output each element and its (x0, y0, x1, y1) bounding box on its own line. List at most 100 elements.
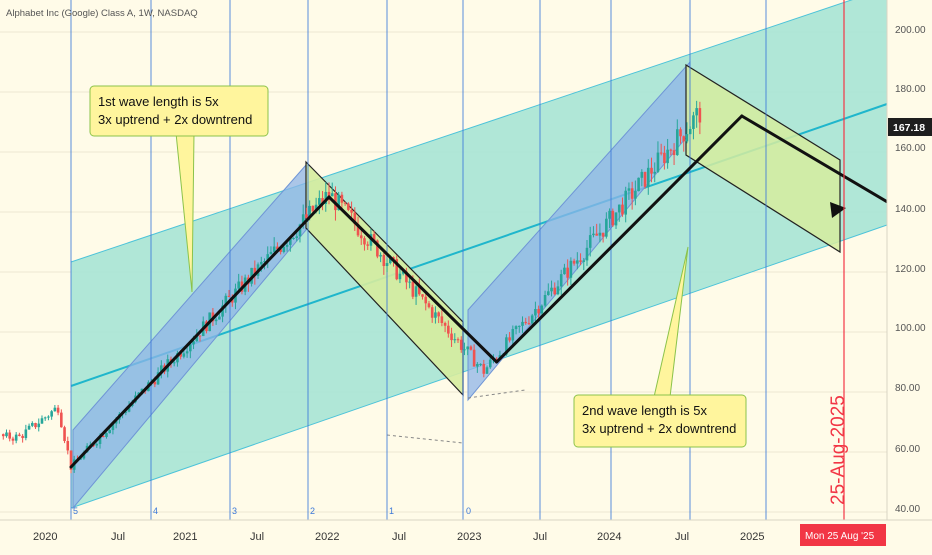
candle-body (511, 329, 515, 341)
dashed-guide-2 (386, 434, 464, 444)
candle-body (8, 432, 12, 439)
candle-body (472, 349, 476, 367)
candle-body (656, 152, 660, 172)
candle-body (269, 251, 273, 255)
candle-body (411, 281, 415, 297)
symbol-title: Alphabet Inc (Google) Class A, 1W, NASDA… (6, 8, 198, 19)
candle-body (688, 128, 692, 135)
candle-body (56, 407, 60, 413)
wave1-up-channel (72, 163, 307, 510)
candle-body (279, 249, 282, 252)
wave1-callout-line1: 1st wave length is 5x (98, 94, 219, 109)
candle-body (595, 233, 598, 236)
time-axis-ticks: 2020 Jul 2021 Jul 2022 Jul 2023 Jul 2024… (33, 531, 764, 543)
candle-body (588, 235, 592, 248)
wave-line-1 (69, 195, 331, 469)
candle-body (556, 286, 560, 295)
time-tick-label: 2025 (740, 531, 764, 543)
candle-body (534, 308, 537, 316)
candle-body (11, 438, 15, 441)
candle-body (372, 234, 376, 241)
candle-body (43, 417, 47, 419)
wave1-callout-box[interactable] (89, 85, 269, 137)
time-tick-label: 2021 (173, 531, 197, 543)
candle-body (543, 295, 547, 306)
candle-body (227, 295, 231, 298)
candle-body (624, 190, 627, 215)
candle-body (453, 339, 457, 341)
price-tick-label: 80.00 (895, 383, 920, 394)
candle-body (101, 435, 105, 437)
price-tick-label: 180.00 (895, 84, 926, 95)
candle-body (476, 364, 479, 367)
main-channel-upper-line (70, 0, 853, 263)
candle-body (185, 351, 189, 354)
time-tick-label: Jul (111, 531, 125, 543)
candle-body (592, 233, 595, 236)
candle-body (160, 365, 163, 373)
wave-line-2 (327, 195, 499, 364)
candle-body (195, 335, 199, 342)
candle-body (218, 316, 221, 320)
candle-body (182, 353, 186, 357)
candle-body (459, 339, 463, 350)
wave1-callout-line2: 3x uptrend + 2x downtrend (98, 112, 252, 127)
candle-body (314, 204, 318, 212)
candle-body (547, 291, 550, 296)
candle-body (582, 260, 586, 262)
candle-body (685, 134, 689, 142)
candle-body (179, 353, 182, 357)
candle-body (237, 281, 240, 289)
candle-body (124, 411, 128, 413)
candle-body (366, 244, 369, 246)
candle-body (298, 224, 302, 237)
candle-body (395, 259, 399, 280)
candle-body (630, 188, 634, 199)
candle-body (224, 295, 228, 306)
candle-body (479, 363, 482, 365)
candle-body (318, 198, 321, 205)
candle-body (482, 363, 486, 374)
candle-body (108, 430, 111, 434)
candle-body (24, 429, 28, 439)
candle-body (153, 381, 157, 385)
candle-body (576, 260, 579, 264)
candle-body (289, 238, 292, 245)
candle-body (692, 115, 695, 129)
candle-body (627, 188, 631, 191)
wave2-callout-box[interactable] (573, 394, 747, 448)
price-axis-ticks: 200.00 180.00 160.00 140.00 120.00 100.0… (895, 25, 926, 515)
candle-body (517, 325, 521, 327)
candle-body (295, 236, 299, 239)
candle-body (324, 191, 328, 204)
wave2-callout-line1: 2nd wave length is 5x (582, 403, 708, 418)
candle-body (192, 341, 195, 345)
wave-line-4 (740, 114, 911, 217)
candle-body (301, 214, 305, 225)
candle-body (353, 212, 357, 225)
time-axis-panel[interactable] (0, 520, 932, 550)
candle-body (408, 281, 411, 283)
candle-body (40, 418, 44, 424)
candle-body (659, 152, 663, 154)
candle-body (253, 267, 257, 276)
price-axis-panel[interactable] (887, 0, 932, 520)
price-tick-label: 40.00 (895, 504, 920, 515)
candle-body (601, 232, 605, 237)
candle-body (508, 337, 511, 341)
time-tick-label: 2020 (33, 531, 57, 543)
candle-body (95, 443, 99, 446)
candle-body (585, 247, 589, 261)
cycle-count-label: 0 (466, 506, 471, 516)
candle-body (330, 193, 334, 197)
time-tick-label: 2022 (315, 531, 339, 543)
candle-body (450, 333, 453, 341)
candle-body (31, 423, 34, 426)
candle-body (327, 191, 331, 197)
candle-body (198, 335, 202, 337)
candle-body (640, 171, 644, 178)
candle-body (650, 167, 653, 174)
price-tick-label: 100.00 (895, 323, 926, 334)
target-date-label: 25-Aug-2025 (828, 395, 849, 505)
